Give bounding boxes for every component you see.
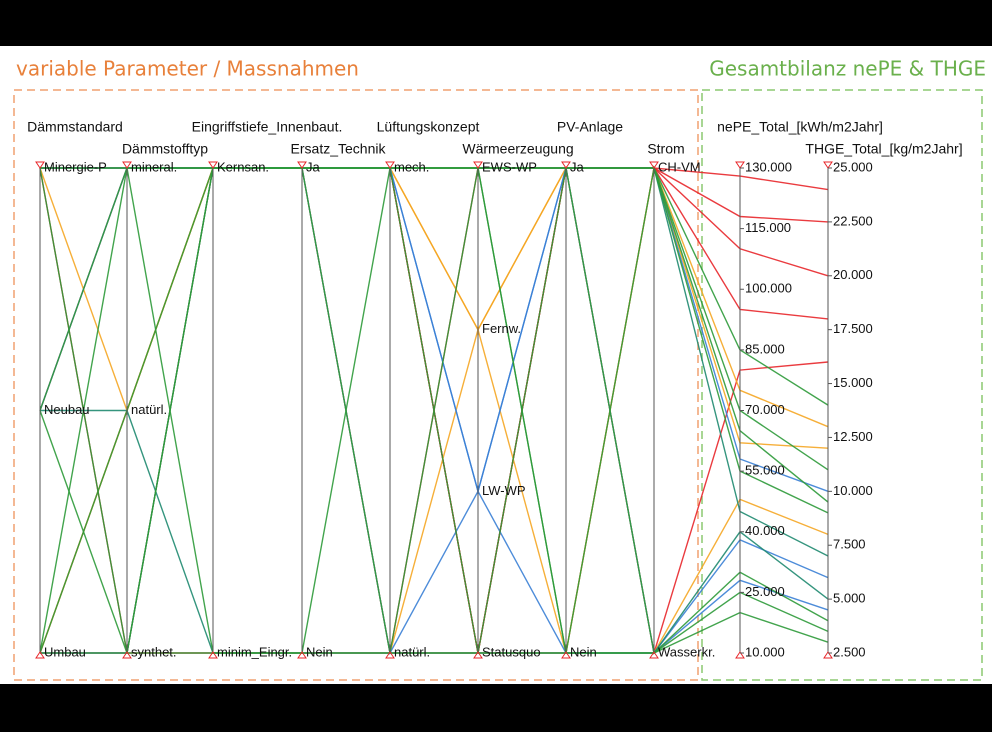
category-label: mineral. — [131, 159, 177, 174]
category-label: Umbau — [44, 644, 86, 659]
category-label: Kernsan. — [217, 159, 269, 174]
axis-marker — [208, 651, 218, 659]
axis-title: Eingriffstiefe_Innenbaut. — [192, 119, 343, 135]
axis-marker — [473, 161, 483, 169]
axis-title: Dämmstofftyp — [122, 141, 208, 157]
category-label: natürl. — [394, 644, 430, 659]
tick-label: 15.000 — [833, 375, 873, 390]
lines — [39, 165, 829, 656]
tick-label: 17.500 — [833, 321, 873, 336]
tick-label: 130.000 — [745, 159, 792, 174]
axis-marker — [297, 161, 307, 169]
category-label: Nein — [306, 644, 333, 659]
axis-title: Wärmeerzeugung — [462, 141, 573, 157]
category-label: Neubau — [44, 402, 90, 417]
tick-label: 100.000 — [745, 281, 792, 296]
category-label: mech. — [394, 159, 429, 174]
axis-marker — [649, 651, 659, 659]
axis-marker — [735, 651, 745, 659]
axis-marker — [297, 651, 307, 659]
section-label: variable Parameter / Massnahmen — [16, 57, 359, 81]
tick-label: 85.000 — [745, 341, 785, 356]
tick-label: 55.000 — [745, 463, 785, 478]
parameter-box — [13, 89, 699, 681]
axis-marker — [35, 161, 45, 169]
axis-marker — [122, 651, 132, 659]
tick-label: 5.000 — [833, 591, 866, 606]
axis-marker — [35, 651, 45, 659]
axis-title: Strom — [647, 141, 684, 157]
result-box — [701, 89, 983, 681]
category-label: EWS-WP — [482, 159, 537, 174]
category-label: Ja — [570, 159, 585, 174]
category-label: Minergie-P — [44, 159, 107, 174]
category-label: Wasserkr. — [658, 644, 715, 659]
axis-title: Dämmstandard — [27, 119, 123, 135]
category-label: synthet. — [131, 644, 177, 659]
category-label: Statusquo — [482, 644, 541, 659]
axis-title: THGE_Total_[kg/m2Jahr] — [805, 141, 962, 157]
category-label: LW-WP — [482, 483, 526, 498]
data-line — [40, 167, 829, 654]
tick-label: 12.500 — [833, 429, 873, 444]
tick-label: 10.000 — [833, 483, 873, 498]
axis-marker — [561, 161, 571, 169]
tick-label: 25.000 — [833, 159, 873, 174]
axis-title: nePE_Total_[kWh/m2Jahr] — [717, 119, 883, 135]
tick-label: 2.500 — [833, 644, 866, 659]
axis-marker — [385, 161, 395, 169]
axis-title: PV-Anlage — [557, 119, 623, 135]
category-label: Fernw. — [482, 321, 521, 336]
category-label: Nein — [570, 644, 597, 659]
axis-marker — [735, 161, 745, 169]
tick-label: 70.000 — [745, 402, 785, 417]
tick-label: 10.000 — [745, 644, 785, 659]
category-label: CH-VM — [658, 159, 701, 174]
axes: Dämmstandard Minergie-P Neubau Umbau Dämmsto… — [27, 119, 962, 660]
axis-marker — [122, 161, 132, 169]
axis-marker — [385, 651, 395, 659]
category-label: minim_Eingr. — [217, 644, 292, 659]
tick-label: 7.500 — [833, 537, 866, 552]
tick-label: 40.000 — [745, 523, 785, 538]
tick-label: 25.000 — [745, 584, 785, 599]
axis-title: Lüftungskonzept — [377, 119, 480, 135]
axis-marker — [649, 161, 659, 169]
data-line — [39, 410, 829, 654]
category-label: Ja — [306, 159, 321, 174]
axis-marker — [473, 651, 483, 659]
axis-marker — [823, 161, 833, 169]
axis-marker — [208, 161, 218, 169]
section-label: Gesamtbilanz nePE & THGE — [709, 57, 986, 81]
axis-marker — [561, 651, 571, 659]
tick-label: 22.500 — [833, 213, 873, 228]
category-label: natürl. — [131, 402, 167, 417]
axis-title: Ersatz_Technik — [291, 141, 387, 157]
tick-label: 115.000 — [745, 220, 791, 235]
axis-marker — [823, 651, 833, 659]
tick-label: 20.000 — [833, 267, 873, 282]
